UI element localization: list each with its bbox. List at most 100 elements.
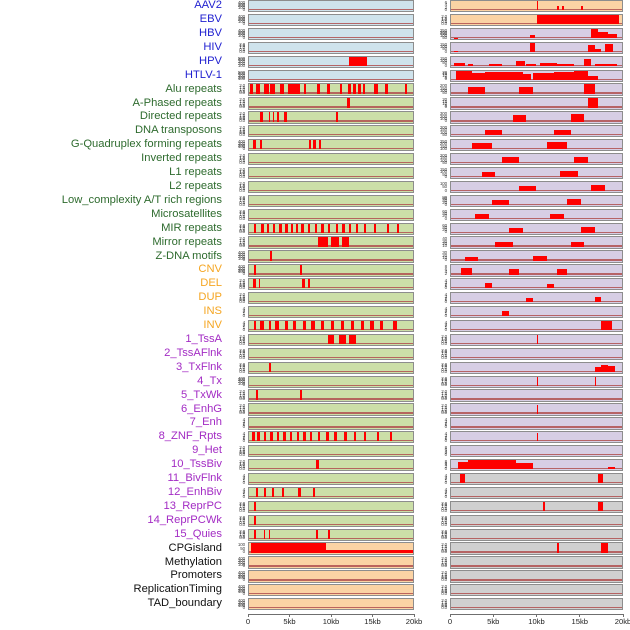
track-label-microsatellites[interactable]: Microsatellites [151, 207, 222, 220]
track-plot[interactable] [248, 292, 414, 305]
track-label-8-znf-rpts[interactable]: 8_ZNF_Rpts [158, 430, 222, 443]
track-plot[interactable] [450, 542, 623, 555]
track-plot[interactable] [248, 0, 414, 13]
track-label-hbv[interactable]: HBV [198, 26, 222, 39]
track-plot[interactable] [248, 153, 414, 166]
track-plot[interactable] [248, 208, 414, 221]
track-plot[interactable] [450, 83, 623, 96]
track-plot[interactable] [248, 528, 414, 541]
track-plot[interactable] [248, 417, 414, 430]
track-plot[interactable] [450, 139, 623, 152]
track-plot[interactable] [450, 375, 623, 388]
track-label-l2-repeats[interactable]: L2 repeats [169, 179, 222, 192]
track-label-5-txwk[interactable]: 5_TxWk [180, 388, 222, 401]
track-plot[interactable] [248, 584, 414, 597]
track-plot[interactable] [450, 333, 623, 347]
track-plot[interactable] [450, 514, 623, 527]
track-plot[interactable] [248, 264, 414, 277]
track-plot[interactable] [248, 250, 414, 263]
track-label-4-tx[interactable]: 4_Tx [197, 374, 222, 387]
track-plot[interactable] [450, 194, 623, 208]
track-label-directed-repeats[interactable]: Directed repeats [139, 110, 222, 123]
track-plot[interactable] [248, 361, 414, 374]
track-plot[interactable] [248, 83, 414, 96]
track-plot[interactable] [450, 278, 623, 291]
track-plot[interactable] [450, 598, 623, 611]
track-label-l1-repeats[interactable]: L1 repeats [169, 166, 222, 179]
track-plot[interactable] [450, 27, 623, 41]
track-label-hiv[interactable]: HIV [203, 40, 222, 53]
track-label-dna-transposons[interactable]: DNA transposons [134, 124, 222, 137]
track-plot[interactable] [248, 306, 414, 319]
track-plot[interactable] [450, 69, 623, 82]
track-label-tad-boundary[interactable]: TAD_boundary [147, 597, 222, 610]
track-label-cnv[interactable]: CNV [198, 263, 222, 276]
track-plot[interactable] [450, 13, 623, 27]
track-label-12-enhbiv[interactable]: 12_EnhBiv [167, 485, 222, 498]
track-plot[interactable] [450, 459, 623, 472]
track-plot[interactable] [248, 486, 414, 500]
track-plot[interactable] [450, 319, 623, 333]
track-plot[interactable] [248, 347, 414, 361]
track-plot[interactable] [450, 500, 623, 514]
track-plot[interactable] [450, 111, 623, 124]
track-label-cpgisland[interactable]: CPGisland [168, 541, 222, 554]
track-plot[interactable] [248, 139, 414, 152]
track-plot[interactable] [450, 125, 623, 138]
track-plot[interactable] [450, 431, 623, 444]
track-plot[interactable] [450, 264, 623, 277]
track-label-mirror-repeats[interactable]: Mirror repeats [152, 235, 222, 248]
track-plot[interactable] [450, 486, 623, 500]
track-plot[interactable] [248, 97, 414, 110]
track-plot[interactable] [450, 361, 623, 374]
track-plot[interactable] [248, 570, 414, 583]
track-plot[interactable] [450, 445, 623, 458]
track-plot[interactable] [450, 403, 623, 416]
track-plot[interactable] [248, 55, 414, 68]
track-label-10-tssbiv[interactable]: 10_TssBiv [171, 458, 222, 471]
track-plot[interactable] [248, 431, 414, 444]
track-plot[interactable] [450, 208, 623, 221]
track-label-7-enh[interactable]: 7_Enh [189, 416, 222, 429]
track-label-11-bivflnk[interactable]: 11_BivFlnk [167, 472, 222, 485]
track-plot[interactable] [450, 55, 623, 68]
track-label-g-quadruplex-forming-repeats[interactable]: G-Quadruplex forming repeats [70, 138, 222, 151]
track-label-inv[interactable]: INV [203, 319, 222, 332]
track-plot[interactable] [248, 222, 414, 235]
track-label-ins[interactable]: INS [203, 305, 222, 318]
track-plot[interactable] [248, 111, 414, 124]
track-plot[interactable] [248, 278, 414, 291]
track-label-9-het[interactable]: 9_Het [192, 444, 222, 457]
track-label-15-quies[interactable]: 15_Quies [174, 527, 222, 540]
track-plot[interactable] [248, 500, 414, 514]
track-plot[interactable] [248, 445, 414, 458]
track-label-htlv-1[interactable]: HTLV-1 [184, 68, 222, 81]
track-plot[interactable] [450, 472, 623, 486]
track-label-del[interactable]: DEL [200, 277, 222, 290]
track-plot[interactable] [248, 403, 414, 416]
track-label-hpv[interactable]: HPV [198, 54, 222, 67]
track-label-14-reprpcwk[interactable]: 14_ReprPCWk [147, 513, 222, 526]
track-label-1-tssa[interactable]: 1_TssA [185, 332, 222, 345]
track-plot[interactable] [450, 417, 623, 430]
track-plot[interactable] [248, 13, 414, 27]
track-label-a-phased-repeats[interactable]: A-Phased repeats [132, 96, 222, 109]
track-plot[interactable] [450, 347, 623, 361]
track-label-inverted-repeats[interactable]: Inverted repeats [141, 152, 222, 165]
track-plot[interactable] [450, 166, 623, 180]
track-plot[interactable] [450, 236, 623, 249]
track-label-replicationtiming[interactable]: ReplicationTiming [133, 583, 223, 596]
track-label-2-tssaflnk[interactable]: 2_TssAFlnk [164, 346, 222, 359]
track-plot[interactable] [248, 472, 414, 486]
track-plot[interactable] [450, 570, 623, 583]
track-label-ebv[interactable]: EBV [199, 13, 222, 26]
track-plot[interactable] [450, 41, 623, 55]
track-label-alu-repeats[interactable]: Alu repeats [165, 82, 222, 95]
track-plot[interactable] [248, 598, 414, 611]
track-plot[interactable] [248, 194, 414, 208]
track-plot[interactable] [248, 166, 414, 180]
track-plot[interactable] [450, 528, 623, 541]
track-label-dup[interactable]: DUP [198, 291, 222, 304]
track-plot[interactable] [450, 97, 623, 110]
track-label-3-txflnk[interactable]: 3_TxFlnk [175, 360, 222, 373]
